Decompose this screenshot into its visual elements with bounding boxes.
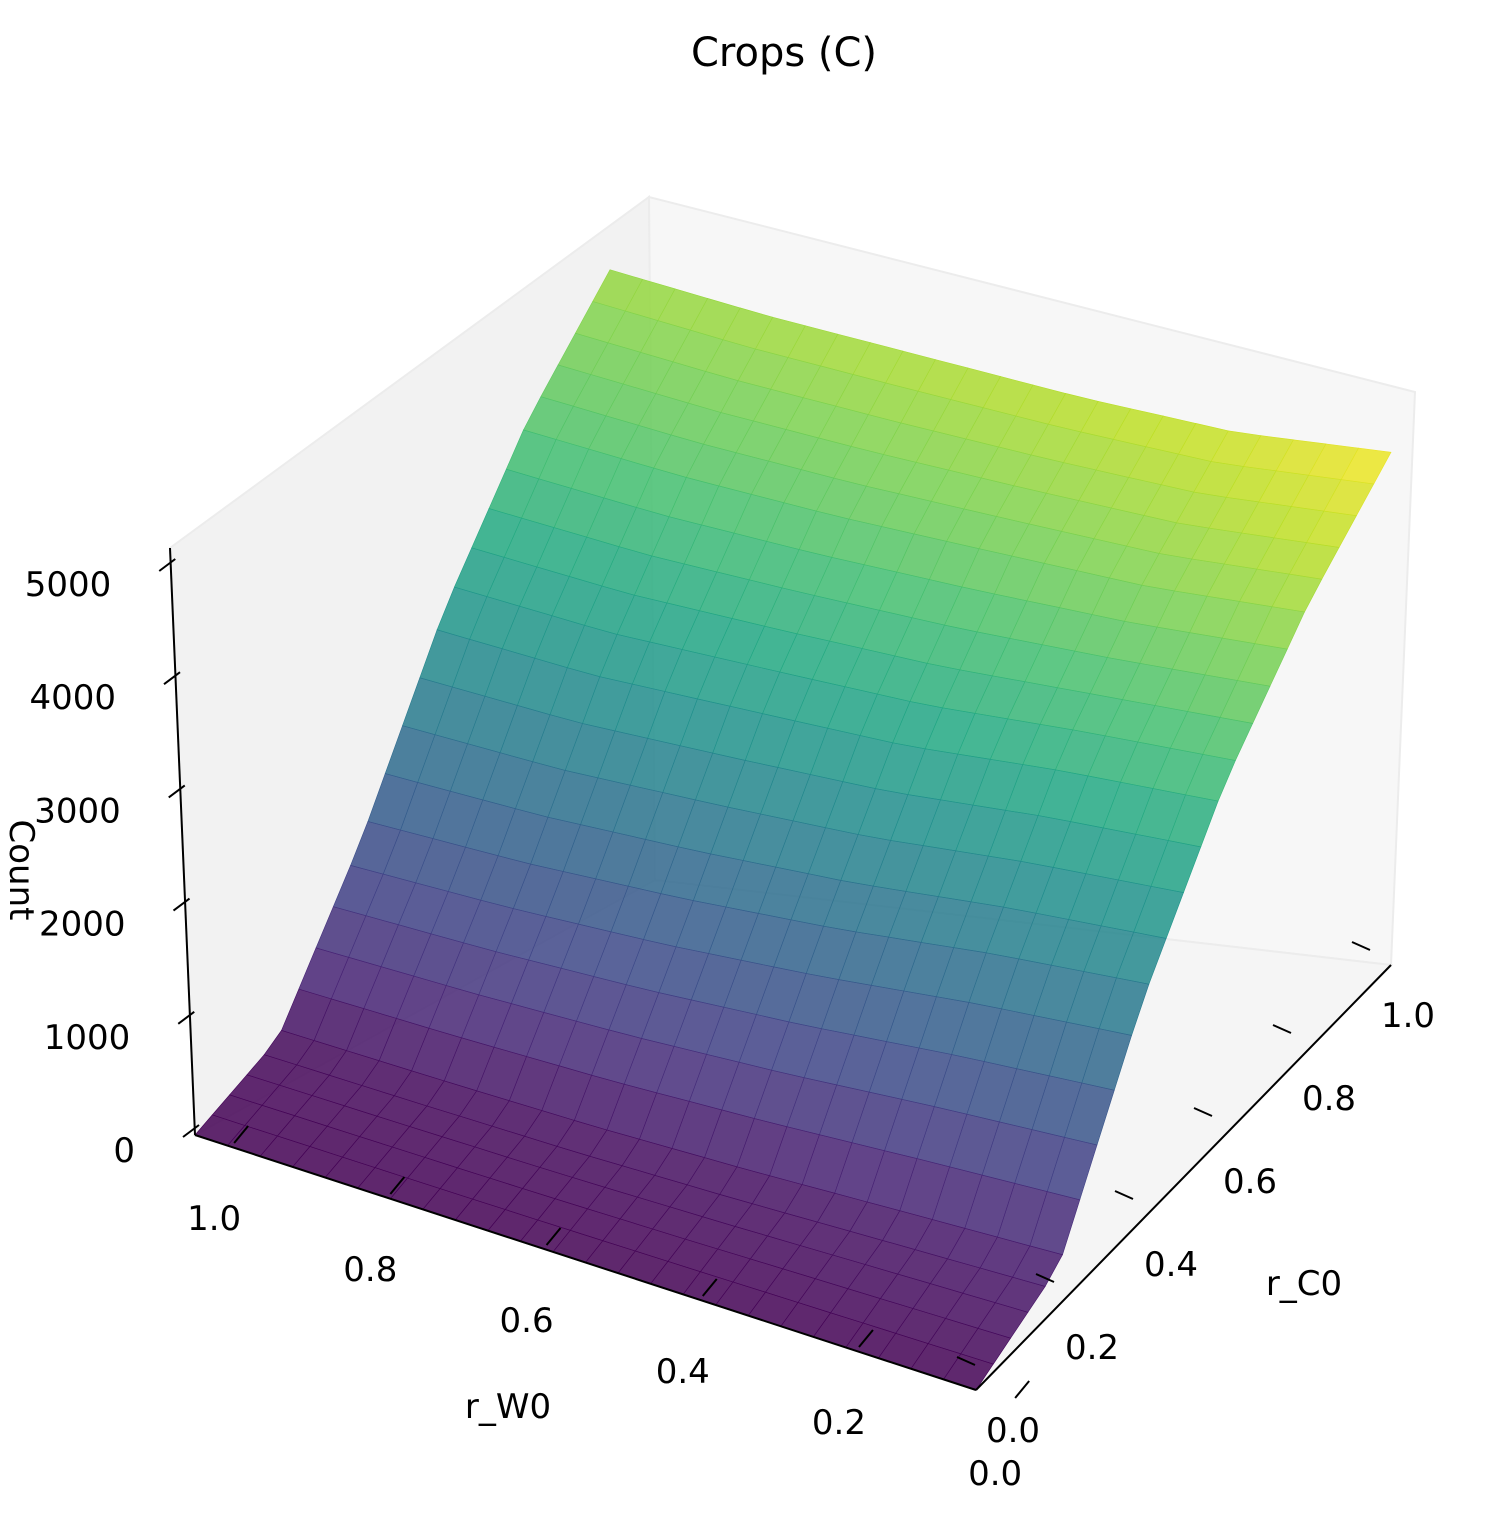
z-tick-label: 0: [113, 1131, 135, 1171]
x-tick-label: 0.0: [968, 1454, 1022, 1494]
z-tick-label: 3000: [34, 791, 121, 831]
y-tick-mark: [1272, 1024, 1292, 1034]
z-tick-mark: [158, 558, 176, 572]
z-tick-label: 2000: [39, 905, 126, 945]
z-tick-label: 5000: [25, 565, 112, 605]
x-tick-mark: [1014, 1380, 1030, 1399]
z-tick-mark: [163, 671, 181, 686]
x-tick-mark: [858, 1329, 874, 1348]
z-tick-mark: [182, 1124, 200, 1138]
z-tick-mark: [168, 784, 186, 799]
y-tick-label: 0.8: [1302, 1079, 1356, 1119]
x-ticks: 0.0 0.2 0.4 0.6 0.8 1.0: [187, 1125, 1030, 1494]
x-tick-label: 0.6: [500, 1301, 554, 1341]
y-tick-label: 0.2: [1065, 1328, 1119, 1368]
y-tick-label: 0.6: [1223, 1162, 1277, 1202]
y-tick-label: 1.0: [1381, 996, 1435, 1036]
y-axis-line: [975, 964, 1392, 1391]
y-tick-mark: [1351, 941, 1371, 951]
x-tick-mark: [389, 1176, 406, 1195]
x-axis-line: [194, 1134, 977, 1391]
x-tick-label: 1.0: [187, 1199, 241, 1239]
z-axis-line: [169, 547, 196, 1136]
x-tick-label: 0.8: [343, 1250, 397, 1290]
y-axis-label: r_C0: [1266, 1264, 1342, 1304]
y-ticks: 0.0 0.2 0.4 0.6 0.8 1.0: [956, 941, 1435, 1451]
z-tick-mark: [172, 897, 191, 912]
x-axis: 0.0 0.2 0.4 0.6 0.8 1.0 r_W0: [187, 1125, 1030, 1494]
x-tick-mark: [233, 1125, 249, 1144]
x-tick-label: 0.4: [656, 1352, 710, 1392]
z-tick-mark: [177, 1010, 195, 1025]
x-tick-label: 0.2: [812, 1403, 866, 1443]
y-tick-mark: [1193, 1107, 1213, 1117]
chart-title: Crops (C): [691, 30, 877, 76]
surface: [194, 269, 1392, 1391]
z-tick-label: 4000: [29, 678, 116, 718]
z-ticks: 0 1000 2000 3000 4000 5000: [25, 558, 200, 1171]
x-tick-mark: [545, 1227, 562, 1246]
z-axis-label: Count: [1, 820, 41, 921]
y-tick-label: 0.0: [986, 1411, 1040, 1451]
z-tick-label: 1000: [44, 1018, 131, 1058]
y-tick-mark: [956, 1356, 976, 1366]
y-tick-mark: [1114, 1190, 1134, 1200]
y-tick-label: 0.4: [1144, 1245, 1198, 1285]
x-tick-mark: [701, 1278, 718, 1297]
x-axis-label: r_W0: [465, 1387, 551, 1427]
z-axis: 0 1000 2000 3000 4000 5000 Count: [1, 547, 200, 1171]
y-axis: 0.0 0.2 0.4 0.6 0.8 1.0 r_C0: [956, 941, 1435, 1451]
y-tick-mark: [1035, 1273, 1055, 1283]
